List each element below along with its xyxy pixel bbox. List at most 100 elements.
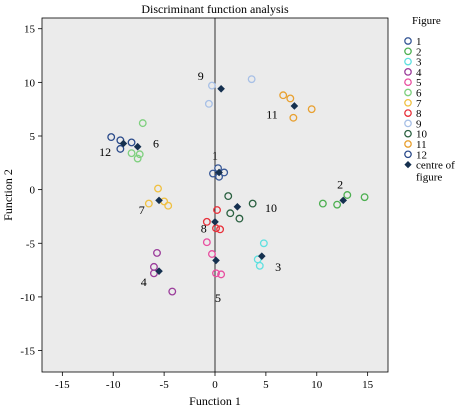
centroid-figure-9 <box>217 85 225 93</box>
data-point-figure-5 <box>207 250 216 258</box>
legend-label-figure-2: 2 <box>416 46 422 58</box>
legend-label-figure-1: 1 <box>416 36 422 48</box>
centroid-figure-12 <box>119 139 128 148</box>
data-point-figure-5 <box>212 269 220 278</box>
data-point-figure-12 <box>127 138 136 147</box>
legend-title: Figure <box>412 15 441 27</box>
legend-marker-centroid <box>404 161 412 169</box>
data-point-figure-6 <box>138 119 147 128</box>
group-label-figure-11: 11 <box>266 108 278 122</box>
y-tick-label: 10 <box>24 77 36 89</box>
data-point-figure-4 <box>149 269 158 278</box>
y-tick-label: 5 <box>30 131 36 143</box>
centroid-figure-5 <box>212 256 220 265</box>
group-label-figure-6: 6 <box>153 137 159 151</box>
x-tick-label: 10 <box>311 379 323 391</box>
legend-label-figure-5: 5 <box>416 77 422 89</box>
legend-label-figure-3: 3 <box>416 57 422 69</box>
data-point-figure-3 <box>255 261 264 270</box>
y-tick-label: 15 <box>24 24 36 36</box>
y-tick-label: -5 <box>26 238 36 250</box>
x-tick-label: 0 <box>212 379 218 391</box>
data-point-figure-9 <box>204 99 213 108</box>
x-tick-label: 15 <box>362 379 374 391</box>
centroid-figure-11 <box>290 102 299 110</box>
data-point-figure-4 <box>153 248 161 257</box>
legend-marker-figure-9 <box>404 119 412 128</box>
data-point-figure-11 <box>286 94 295 103</box>
data-point-figure-7 <box>154 184 162 193</box>
centroid-figure-6 <box>133 142 142 151</box>
legend-label-centroid: centre of figure <box>416 160 455 184</box>
legend-marker-figure-4 <box>404 68 412 76</box>
data-point-figure-8 <box>202 217 211 226</box>
axis-ticks <box>38 28 369 376</box>
legend-label-figure-4: 4 <box>416 67 422 79</box>
data-point-figure-9 <box>207 81 216 90</box>
legend-label-figure-8: 8 <box>416 108 422 120</box>
data-point-figure-11 <box>279 91 288 100</box>
legend-label-figure-11: 11 <box>416 139 427 151</box>
legend-marker-figure-2 <box>404 47 412 56</box>
data-point-figure-2 <box>343 191 352 199</box>
y-tick-label: -10 <box>20 292 35 304</box>
legend-marker-figure-1 <box>404 37 412 45</box>
data-point-figure-2 <box>318 199 327 208</box>
legend-marker-figure-12 <box>404 150 412 159</box>
data-point-figure-10 <box>248 199 257 208</box>
data-point-figure-10 <box>226 209 235 218</box>
data-point-figure-7 <box>164 201 173 210</box>
group-label-figure-1: 1 <box>212 148 218 162</box>
centroid-figure-1 <box>215 168 223 177</box>
data-point-figure-3 <box>259 239 268 248</box>
legend-marker-figure-11 <box>404 140 412 148</box>
group-label-figure-8: 8 <box>201 221 207 235</box>
centroid-figure-7 <box>155 196 163 205</box>
centroid-figure-3 <box>258 252 266 260</box>
y-tick-label: -15 <box>20 346 35 358</box>
data-markers <box>107 75 369 296</box>
data-point-figure-11 <box>307 105 316 114</box>
data-point-figure-10 <box>235 214 244 223</box>
y-axis-label: Function 2 <box>1 169 15 221</box>
legend-label-figure-9: 9 <box>416 118 422 130</box>
centroid-figure-10 <box>233 203 242 211</box>
x-tick-label: -15 <box>55 379 70 391</box>
data-point-figure-1 <box>209 169 217 178</box>
legend-marker-figure-3 <box>404 57 412 66</box>
data-point-figure-6 <box>135 150 144 159</box>
legend-label-figure-10: 10 <box>416 129 428 141</box>
data-point-figure-12 <box>116 144 125 153</box>
group-label-figure-3: 3 <box>275 260 281 274</box>
group-label-figure-12: 12 <box>99 145 111 159</box>
legend-label-figure-7: 7 <box>416 98 422 110</box>
legend-marker-figure-5 <box>404 78 412 87</box>
data-point-figure-4 <box>168 287 177 296</box>
legend-marker-figure-7 <box>404 98 412 107</box>
tick-labels: -15 -10 -5 0 5 10 15 -15 -10 -5 0 5 10 15 <box>20 24 373 391</box>
legend-marker-figure-10 <box>404 129 412 138</box>
data-point-figure-5 <box>202 238 211 247</box>
x-axis-label: Function 1 <box>189 394 241 408</box>
legend-marker-figure-6 <box>404 88 412 97</box>
x-tick-label: 5 <box>263 379 269 391</box>
x-tick-label: -5 <box>160 379 170 391</box>
centroid-figure-4 <box>155 267 163 275</box>
data-point-figure-12 <box>107 133 116 142</box>
centroid-figure-8 <box>211 218 219 226</box>
data-point-figure-2 <box>333 200 342 209</box>
data-point-figure-7 <box>144 199 153 208</box>
group-label-figure-9: 9 <box>198 69 204 83</box>
data-point-figure-2 <box>360 193 369 202</box>
group-label-figure-4: 4 <box>141 275 147 289</box>
data-point-figure-8 <box>216 225 225 234</box>
data-point-figure-11 <box>289 113 298 122</box>
y-tick-label: 0 <box>30 185 36 197</box>
chart-title: Discriminant function analysis <box>141 2 289 16</box>
group-label-figure-7: 7 <box>139 203 145 217</box>
legend-label-figure-6: 6 <box>416 88 422 100</box>
x-tick-label: -10 <box>106 379 121 391</box>
